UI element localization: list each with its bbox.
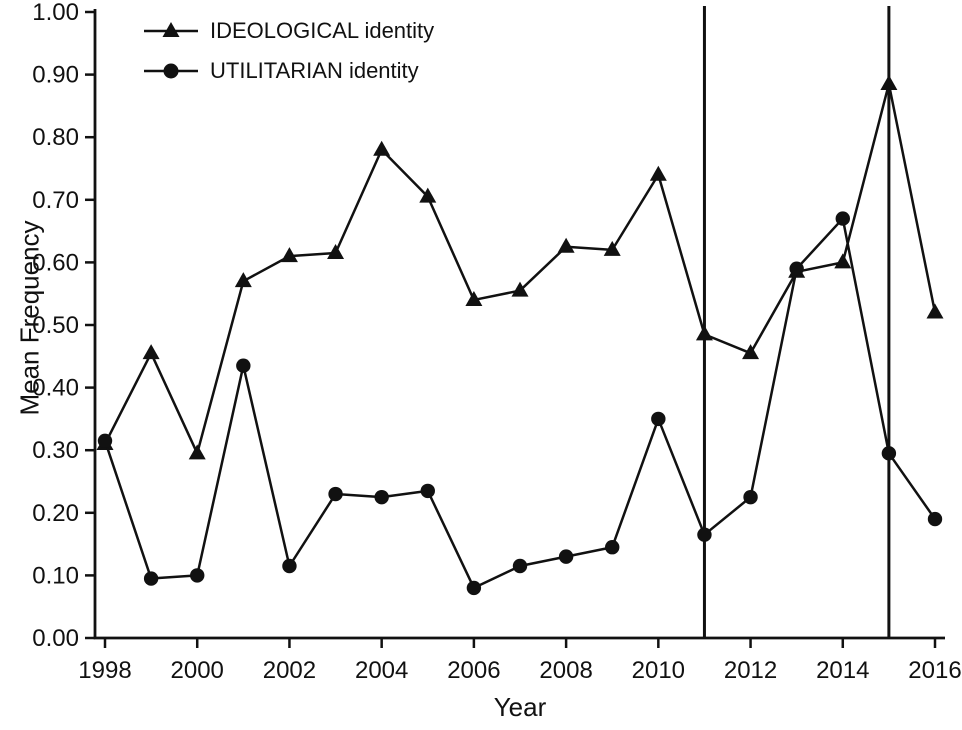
data-point-circle: [512, 558, 528, 574]
data-point-triangle: [142, 344, 160, 360]
series-line: [103, 217, 937, 590]
x-tick-label: 2016: [908, 657, 961, 684]
data-point-triangle: [511, 281, 529, 297]
y-axis-title: Mean Frequency: [14, 220, 45, 416]
x-tick-label: 1998: [78, 657, 131, 684]
data-point-triangle: [280, 247, 298, 263]
data-point-triangle: [557, 237, 575, 253]
y-tick-label: 0.10: [32, 562, 79, 589]
data-point-triangle: [188, 444, 206, 460]
y-tick-label: 0.60: [32, 249, 79, 276]
data-point-triangle: [373, 140, 391, 156]
data-point-triangle: [834, 253, 852, 269]
x-tick-label: 2006: [447, 657, 500, 684]
x-axis-title: Year: [493, 692, 547, 722]
data-point-circle: [374, 489, 389, 505]
data-point-circle: [420, 483, 435, 499]
x-tick-label: 2000: [171, 657, 224, 684]
y-tick-label: 0.30: [32, 437, 79, 464]
data-point-circle: [466, 580, 482, 596]
data-point-circle: [697, 527, 712, 542]
data-point-circle: [743, 489, 758, 505]
data-point-triangle: [742, 344, 760, 360]
data-point-triangle: [695, 325, 713, 341]
data-point-circle: [789, 261, 804, 276]
circle-marker-icon: [144, 63, 198, 79]
y-tick-label: 0.20: [32, 500, 79, 527]
data-point-circle: [835, 211, 850, 226]
data-point-circle: [558, 549, 574, 564]
data-point-triangle: [327, 244, 345, 260]
legend-item-utilitarian: UTILITARIAN identity: [142, 58, 434, 84]
y-tick-label: 0.80: [32, 124, 79, 151]
legend-label-ideological: IDEOLOGICAL identity: [210, 18, 435, 43]
data-point-circle: [881, 446, 897, 461]
data-point-circle: [97, 433, 113, 449]
legend: IDEOLOGICAL identity UTILITARIAN identit…: [142, 18, 434, 84]
y-tick-label: 0.50: [32, 312, 79, 339]
data-point-circle: [651, 411, 666, 427]
x-tick-label: 2012: [724, 657, 777, 684]
data-point-triangle: [926, 303, 944, 319]
data-point-circle: [143, 571, 159, 586]
y-tick-label: 0.00: [32, 625, 79, 652]
x-tick-label: 2008: [539, 657, 592, 684]
data-point-circle: [190, 568, 205, 583]
series-line: [103, 82, 937, 455]
data-point-circle: [236, 358, 251, 373]
data-point-triangle: [880, 74, 898, 90]
x-tick-label: 2014: [816, 657, 869, 684]
data-point-circle: [282, 558, 297, 574]
y-tick-label: 0.70: [32, 187, 79, 214]
data-point-triangle: [234, 272, 252, 288]
data-point-circle: [605, 540, 620, 555]
data-point-triangle: [419, 187, 437, 203]
triangle-marker-icon: [144, 22, 198, 37]
data-point-triangle: [649, 165, 667, 181]
x-tick-label: 2010: [632, 657, 685, 684]
y-tick-label: 1.00: [32, 0, 79, 26]
data-point-triangle: [603, 240, 621, 256]
data-point-circle: [927, 511, 943, 527]
data-point-triangle: [465, 290, 483, 306]
y-tick-label: 0.90: [32, 62, 79, 89]
data-point-circle: [328, 486, 343, 502]
y-tick-label: 0.40: [32, 375, 79, 402]
legend-label-utilitarian: UTILITARIAN identity: [210, 58, 419, 83]
legend-item-ideological: IDEOLOGICAL identity: [142, 18, 434, 44]
x-tick-label: 2002: [263, 657, 316, 684]
x-tick-label: 2004: [355, 657, 408, 684]
